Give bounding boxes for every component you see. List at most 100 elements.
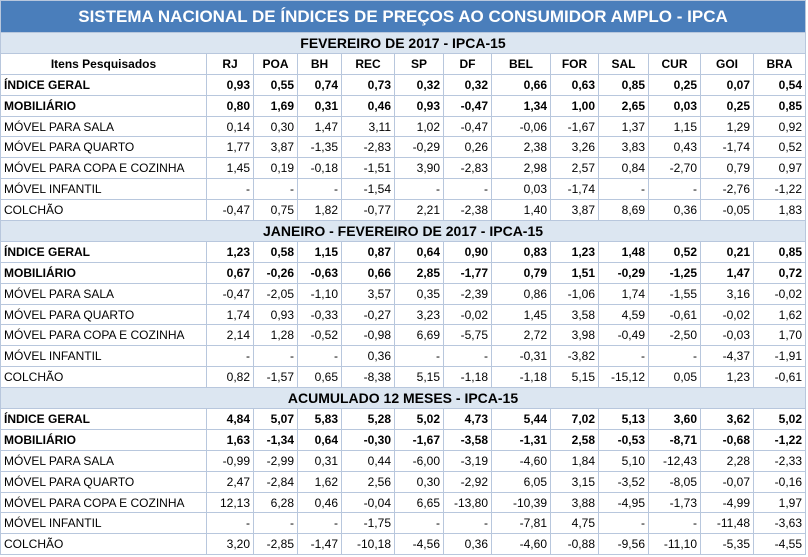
section-row: FEVEREIRO DE 2017 - IPCA-15: [0, 32, 807, 54]
cell-value: -1,22: [752, 178, 807, 201]
data-row: MÓVEL INFANTIL - - -0,36- - -0,31 -3,82- - -4,37…: [0, 345, 807, 368]
cell-value: -11,10: [648, 533, 701, 556]
cell-value: 0,36: [443, 533, 492, 556]
cell-value: -0,03: [700, 324, 754, 347]
item-name: ÍNDICE GERAL: [0, 73, 207, 96]
cell-value: 3,58: [550, 303, 599, 326]
cell-value: -1,67: [394, 428, 444, 451]
data-row: MÓVEL PARA COPA E COZINHA 12,13 6,28 0,46 -0…: [0, 491, 807, 514]
cell-value: 1,40: [491, 199, 551, 222]
cell-value: -: [394, 345, 444, 368]
cell-value: 1,23: [550, 240, 599, 263]
cell-value: 5,15: [550, 366, 599, 389]
cell-value: 0,52: [752, 136, 807, 159]
column-header: REC: [341, 52, 395, 75]
cell-value: 4,84: [206, 408, 254, 430]
data-row: MÓVEL PARA QUARTO 1,74 0,93 -0,33 -0,27 3,23-…: [0, 303, 807, 326]
cell-value: -: [648, 345, 701, 368]
cell-value: -0,61: [648, 303, 701, 326]
cell-value: -4,37: [700, 345, 754, 368]
cell-value: 1,00: [550, 94, 599, 117]
item-name: COLCHÃO: [0, 199, 207, 222]
cell-value: -4,60: [491, 533, 551, 556]
cell-value: -0,16: [752, 470, 807, 493]
data-row: ÍNDICE GERAL 0,93 0,55 0,74 0,73 0,32 0,32 0,66…: [0, 73, 807, 96]
cell-value: 0,36: [341, 345, 395, 368]
data-row: MOBILIÁRIO 0,80 1,69 0,31 0,46 0,93 -0,47 1,34 1…: [0, 94, 807, 117]
cell-value: -3,63: [752, 512, 807, 535]
cell-value: -: [394, 178, 444, 201]
cell-value: -: [443, 178, 492, 201]
column-header: Itens Pesquisados: [0, 52, 207, 75]
cell-value: -2,50: [648, 324, 701, 347]
data-row: MÓVEL PARA SALA -0,47 -2,05 -1,10 3,57 0,35 -2…: [0, 282, 807, 305]
cell-value: -2,83: [443, 157, 492, 180]
cell-value: 0,93: [394, 94, 444, 117]
cell-value: -1,91: [752, 345, 807, 368]
cell-value: 1,63: [206, 428, 254, 451]
column-header: SP: [394, 52, 444, 75]
data-row: MÓVEL INFANTIL - - - -1,54- -0,03 -1,74- - -2,76…: [0, 178, 807, 201]
cell-value: 1,62: [752, 303, 807, 326]
cell-value: 1,15: [648, 115, 701, 138]
header-row: Itens Pesquisados RJ POA BH REC SP DF BEL FOR SAL…: [0, 52, 807, 75]
cell-value: -10,39: [491, 491, 551, 514]
cell-value: 3,98: [550, 324, 599, 347]
data-row: MÓVEL PARA SALA 0,14 0,30 1,47 3,11 1,02 -0,47…: [0, 115, 807, 138]
cell-value: 0,46: [297, 491, 342, 514]
cell-value: 0,85: [752, 240, 807, 263]
cell-value: 1,74: [598, 282, 649, 305]
cell-value: 0,85: [598, 73, 649, 96]
cell-value: 4,73: [443, 408, 492, 430]
cell-value: -1,54: [341, 178, 395, 201]
column-header: SAL: [598, 52, 649, 75]
cell-value: -0,26: [253, 261, 298, 284]
data-row: MOBILIÁRIO 1,63 -1,34 0,64 -0,30 -1,67 -3,58 -1…: [0, 428, 807, 451]
cell-value: 3,57: [341, 282, 395, 305]
data-row: MOBILIÁRIO 0,67 -0,26 -0,63 0,66 2,85 -1,77 0,7…: [0, 261, 807, 284]
cell-value: 1,48: [598, 240, 649, 263]
item-name: ÍNDICE GERAL: [0, 408, 207, 430]
cell-value: -2,85: [253, 533, 298, 556]
item-name: MÓVEL PARA SALA: [0, 282, 207, 305]
cell-value: -0,31: [491, 345, 551, 368]
cell-value: -4,60: [491, 449, 551, 472]
cell-value: -0,47: [443, 115, 492, 138]
cell-value: 1,51: [550, 261, 599, 284]
cell-value: 5,10: [598, 449, 649, 472]
cell-value: 1,28: [253, 324, 298, 347]
cell-value: 0,30: [253, 115, 298, 138]
cell-value: -0,27: [341, 303, 395, 326]
cell-value: -2,70: [648, 157, 701, 180]
cell-value: -: [253, 345, 298, 368]
section-row: JANEIRO - FEVEREIRO DE 2017 - IPCA-15: [0, 220, 807, 242]
cell-value: 0,83: [491, 240, 551, 263]
cell-value: 2,85: [394, 261, 444, 284]
data-row: ÍNDICE GERAL 4,84 5,07 5,83 5,28 5,02 4,73 5,44…: [0, 408, 807, 430]
cell-value: -0,47: [206, 199, 254, 222]
cell-value: -1,74: [700, 136, 754, 159]
cell-value: -: [253, 178, 298, 201]
cell-value: 1,34: [491, 94, 551, 117]
cell-value: -5,35: [700, 533, 754, 556]
cell-value: -6,00: [394, 449, 444, 472]
cell-value: -3,52: [598, 470, 649, 493]
cell-value: 0,72: [752, 261, 807, 284]
cell-value: 2,38: [491, 136, 551, 159]
cell-value: 0,92: [752, 115, 807, 138]
cell-value: 0,66: [341, 261, 395, 284]
cell-value: 6,05: [491, 470, 551, 493]
cell-value: -3,58: [443, 428, 492, 451]
column-header: RJ: [206, 52, 254, 75]
item-name: MOBILIÁRIO: [0, 261, 207, 284]
item-name: COLCHÃO: [0, 366, 207, 389]
item-name: MOBILIÁRIO: [0, 94, 207, 117]
cell-value: -3,19: [443, 449, 492, 472]
cell-value: -11,48: [700, 512, 754, 535]
cell-value: 0,79: [491, 261, 551, 284]
cell-value: -1,77: [443, 261, 492, 284]
cell-value: 0,36: [648, 199, 701, 222]
cell-value: -0,02: [443, 303, 492, 326]
cell-value: -: [648, 178, 701, 201]
cell-value: -0,18: [297, 157, 342, 180]
